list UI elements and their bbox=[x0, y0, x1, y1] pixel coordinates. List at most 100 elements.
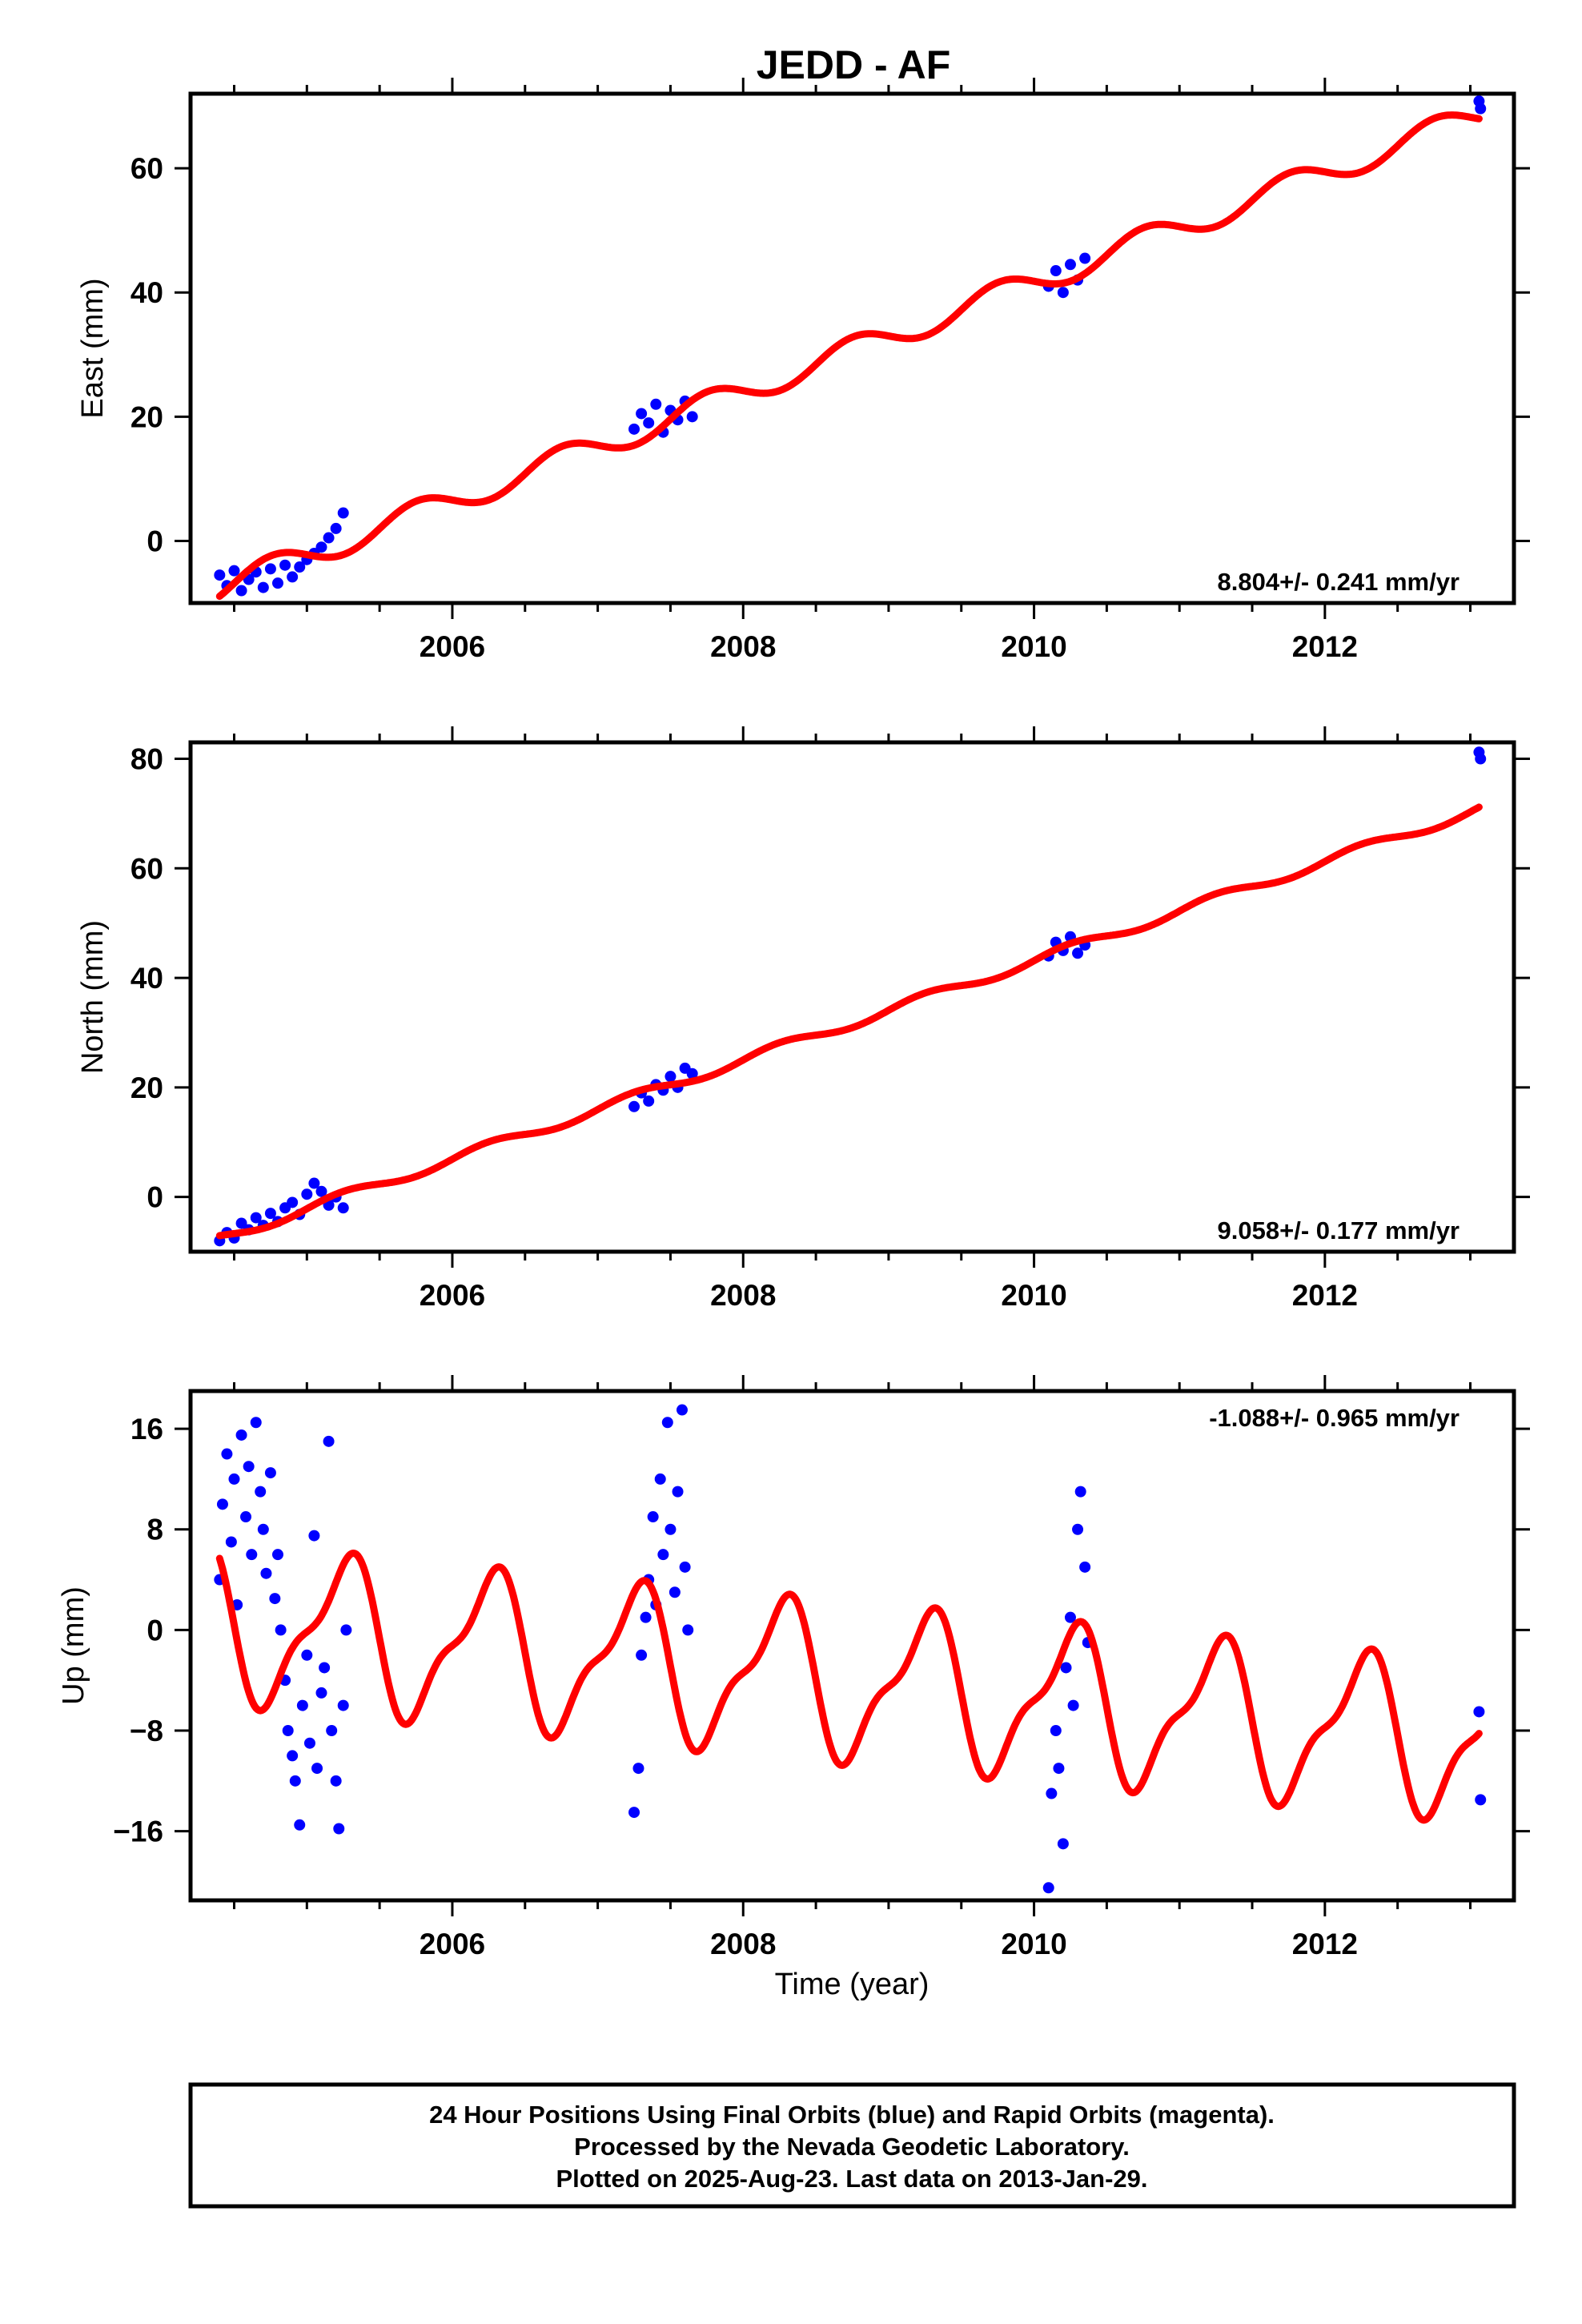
up-data-point bbox=[287, 1750, 299, 1762]
up-y-tick-label: 0 bbox=[147, 1614, 163, 1647]
north-data-point bbox=[287, 1196, 299, 1208]
up-y-axis-label: Up (mm) bbox=[57, 1586, 90, 1705]
up-data-point bbox=[632, 1763, 644, 1775]
up-data-point bbox=[661, 1417, 673, 1429]
north-x-tick-label: 2008 bbox=[710, 1279, 776, 1312]
east-data-point bbox=[257, 581, 269, 593]
up-data-point bbox=[337, 1699, 349, 1711]
north-y-tick-label: 40 bbox=[130, 962, 163, 995]
north-data-point bbox=[686, 1068, 698, 1080]
up-data-point bbox=[269, 1593, 281, 1605]
up-model-curve bbox=[215, 1550, 1483, 1824]
east-data-point bbox=[636, 408, 648, 420]
east-y-tick-label: 60 bbox=[130, 152, 163, 185]
east-y-tick-label: 20 bbox=[130, 400, 163, 433]
up-data-point bbox=[330, 1775, 342, 1787]
east-data-point bbox=[686, 411, 698, 423]
up-panel: 2006 2008 2010 2012 −16 −8 0 8 16 Up (mm) -1.088+/… bbox=[57, 1375, 1530, 1960]
north-rate-label: 9.058+/- 0.177 mm/yr bbox=[1218, 1216, 1460, 1244]
up-data-point bbox=[257, 1523, 269, 1535]
up-data-point bbox=[275, 1624, 287, 1636]
up-data-point bbox=[221, 1448, 233, 1460]
north-x-tick-label: 2012 bbox=[1292, 1279, 1358, 1312]
up-data-point bbox=[296, 1699, 308, 1711]
north-data-point bbox=[1072, 947, 1084, 959]
up-data-point bbox=[1475, 1794, 1487, 1806]
up-data-point bbox=[679, 1561, 691, 1573]
east-frame bbox=[188, 91, 1516, 605]
up-data-point bbox=[640, 1611, 652, 1623]
east-data-point bbox=[323, 532, 335, 544]
up-data-point bbox=[1064, 1611, 1076, 1623]
up-y-tick-label: −16 bbox=[113, 1815, 163, 1848]
north-x-tick-label: 2010 bbox=[1001, 1279, 1066, 1312]
east-data-point bbox=[628, 423, 640, 435]
north-data-point bbox=[665, 1071, 677, 1083]
east-panel: 2006 2008 2010 2012 0 20 40 60 East (mm) 8.804+/-… bbox=[76, 78, 1530, 663]
up-data-point bbox=[235, 1429, 247, 1441]
up-data-point bbox=[636, 1649, 648, 1661]
up-data-point bbox=[260, 1567, 272, 1579]
up-data-point bbox=[1067, 1699, 1079, 1711]
up-data-point bbox=[240, 1511, 252, 1523]
east-y-tick-label: 0 bbox=[147, 525, 163, 557]
up-data-point bbox=[319, 1662, 331, 1674]
up-data-point bbox=[672, 1486, 684, 1498]
up-data-point bbox=[647, 1511, 659, 1523]
north-y-axis-label: North (mm) bbox=[76, 920, 110, 1074]
up-data-point bbox=[311, 1763, 323, 1775]
up-frame bbox=[188, 1389, 1516, 1903]
up-x-tick-label: 2008 bbox=[710, 1928, 776, 1960]
up-data-point bbox=[282, 1725, 294, 1736]
east-data-point bbox=[214, 569, 226, 581]
up-data-point bbox=[289, 1775, 301, 1787]
up-data-point bbox=[308, 1530, 320, 1542]
north-data-point bbox=[235, 1217, 247, 1229]
north-y-tick-label: 80 bbox=[130, 743, 163, 776]
x-axis-label: Time (year) bbox=[775, 1968, 930, 2001]
east-data-point bbox=[337, 507, 349, 519]
up-data-point bbox=[1053, 1763, 1065, 1775]
footer-line-1: 24 Hour Positions Using Final Orbits (bl… bbox=[429, 2101, 1275, 2129]
up-data-point bbox=[1046, 1787, 1058, 1799]
up-data-point bbox=[225, 1536, 237, 1548]
east-data-point bbox=[228, 565, 240, 577]
east-model-curve bbox=[215, 111, 1483, 601]
footer-line-3: Plotted on 2025-Aug-23. Last data on 201… bbox=[556, 2165, 1147, 2193]
east-data-point bbox=[330, 522, 342, 534]
east-x-tick-label: 2006 bbox=[420, 630, 485, 663]
up-data-point bbox=[333, 1823, 345, 1835]
up-data-point bbox=[1473, 1706, 1485, 1718]
footer-line-2: Processed by the Nevada Geodetic Laborat… bbox=[574, 2133, 1130, 2161]
footer-box bbox=[188, 2082, 1516, 2209]
up-data-point bbox=[628, 1807, 640, 1819]
east-data-point bbox=[1050, 265, 1062, 277]
up-x-tick-label: 2006 bbox=[420, 1928, 485, 1960]
east-data-point bbox=[287, 571, 299, 583]
up-data-point bbox=[315, 1687, 327, 1699]
east-data-point bbox=[271, 577, 283, 589]
north-data-point bbox=[628, 1100, 640, 1112]
north-panel: 2006 2008 2010 2012 0 20 40 60 80 North (mm) 9.058… bbox=[76, 726, 1530, 1312]
up-y-tick-label: −8 bbox=[130, 1715, 163, 1747]
north-y-tick-label: 60 bbox=[130, 852, 163, 885]
up-data-point bbox=[303, 1737, 315, 1749]
east-data-point bbox=[643, 417, 655, 429]
up-x-tick-label: 2012 bbox=[1292, 1928, 1358, 1960]
up-data-point bbox=[250, 1417, 262, 1429]
east-data-point bbox=[1057, 287, 1069, 299]
up-y-tick-label: 8 bbox=[147, 1514, 163, 1546]
east-data-point bbox=[294, 561, 306, 573]
north-data-point bbox=[308, 1177, 320, 1189]
up-data-point bbox=[264, 1467, 276, 1479]
up-data-point bbox=[1079, 1561, 1091, 1573]
up-data-point bbox=[1074, 1486, 1086, 1498]
up-data-point bbox=[294, 1819, 306, 1831]
east-x-tick-label: 2012 bbox=[1292, 630, 1358, 663]
up-data-point bbox=[682, 1624, 694, 1636]
north-data-point bbox=[337, 1202, 349, 1214]
east-data-point bbox=[650, 398, 662, 410]
up-data-point bbox=[228, 1473, 240, 1485]
up-data-point bbox=[323, 1435, 335, 1447]
